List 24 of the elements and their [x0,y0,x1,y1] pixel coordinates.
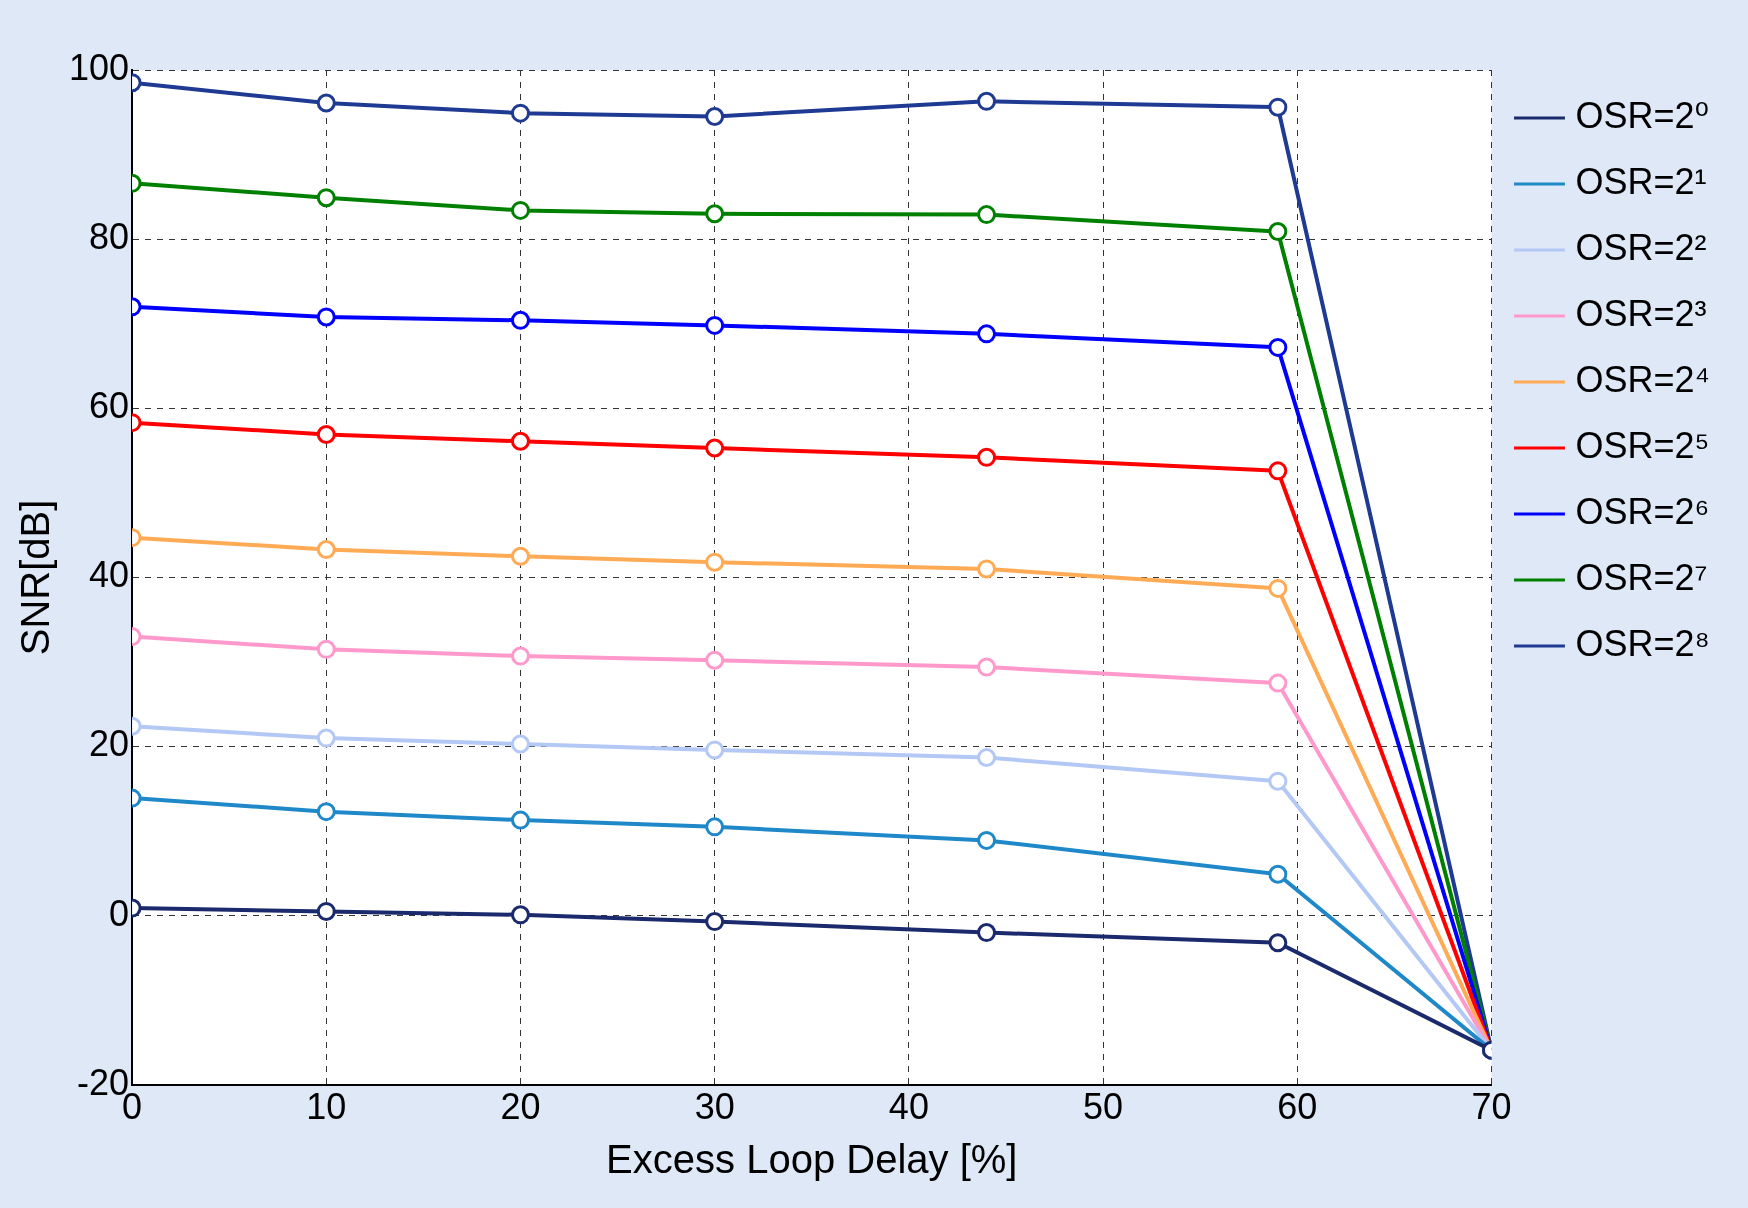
legend-label: OSR=2⁰ [1575,94,1709,136]
legend-label: OSR=2⁶ [1575,490,1710,532]
y-tick-label: 60 [89,385,130,427]
x-axis-title: Excess Loop Delay [%] [606,1137,1018,1182]
y-tick-label: 40 [89,554,130,596]
legend-label: OSR=2⁸ [1575,622,1710,664]
legend-label: OSR=2⁴ [1575,358,1711,400]
x-tick-label: 20 [500,1086,541,1128]
x-tick-label: 30 [694,1086,735,1128]
x-tick-label: 60 [1277,1086,1318,1128]
legend-label: OSR=2¹ [1575,160,1707,202]
y-tick-label: 100 [68,46,130,88]
legend-label: OSR=2⁵ [1575,424,1710,466]
x-tick-label: 10 [306,1086,347,1128]
legend-label: OSR=2⁷ [1575,556,1708,598]
legend-label: OSR=2³ [1575,292,1707,334]
legend-label: OSR=2² [1575,226,1707,268]
x-tick-label: 70 [1471,1086,1512,1128]
y-tick-label: 80 [89,216,130,258]
x-tick-label: 50 [1083,1086,1124,1128]
y-tick-label: 20 [89,723,130,765]
y-axis-title: SNR[dB] [13,499,58,656]
x-tick-label: 40 [888,1086,929,1128]
y-tick-label: 0 [109,892,130,934]
